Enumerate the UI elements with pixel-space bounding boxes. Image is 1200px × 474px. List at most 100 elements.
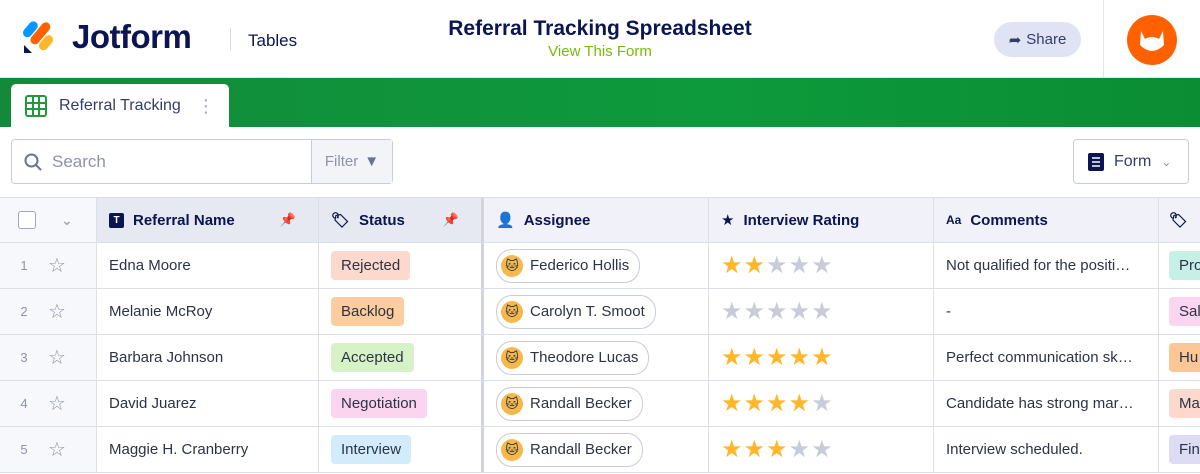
status-cell[interactable]: Negotiation [319,381,484,426]
rating-star-icon[interactable]: ★ [811,298,833,325]
column-header-department[interactable]: 🏷 [1159,198,1200,242]
row-number: 2 [20,304,28,319]
row-number: 4 [20,396,28,411]
rating-star-icon[interactable]: ★ [743,436,766,463]
interview-rating-cell[interactable]: ★ ★ ★ ★ ★ [709,381,934,426]
rating-star-icon[interactable]: ★ [721,298,743,325]
assignee-cell[interactable]: 🐱 Federico Hollis [484,243,709,288]
search-bar: Search Filter ▼ [11,139,393,184]
row-select-cell[interactable]: 3 ☆ [0,335,97,380]
interview-rating-cell[interactable]: ★ ★ ★ ★ ★ [709,289,934,334]
rating-star-icon[interactable]: ★ [743,390,766,417]
chevron-down-icon[interactable]: ⌄ [61,211,73,228]
rating-star-icon[interactable]: ★ [721,390,743,417]
column-header-referral-name[interactable]: T Referral Name 📌 [97,198,319,242]
department-cell[interactable]: Ma [1159,381,1200,426]
product-name[interactable]: Tables [248,31,298,50]
column-label: Status [359,211,405,229]
comments-cell[interactable]: - [934,289,1159,334]
department-cell[interactable]: Pro [1159,243,1200,288]
chevron-down-icon: ⌄ [1161,154,1172,169]
rating-star-icon[interactable]: ★ [766,436,788,463]
column-header-assignee[interactable]: 👤 Assignee [484,198,709,242]
referral-name-cell[interactable]: Melanie McRoy [97,289,319,334]
table-row[interactable]: 3 ☆ Barbara Johnson Accepted 🐱 Theodore Lu… [0,335,1200,381]
rating-star-icon[interactable]: ★ [811,436,833,463]
status-cell[interactable]: Rejected [319,243,484,288]
favorite-star-icon[interactable]: ☆ [48,301,66,323]
column-label: Interview Rating [743,211,860,229]
select-all-checkbox[interactable] [18,211,36,229]
pin-icon[interactable]: 📌 [279,212,296,227]
brand-name[interactable]: Jotform [72,18,192,55]
column-header-interview-rating[interactable]: ★ Interview Rating [709,198,934,242]
assignee-cell[interactable]: 🐱 Carolyn T. Smoot [484,289,709,334]
row-select-cell[interactable]: 5 ☆ [0,427,97,472]
rating-star-icon[interactable]: ★ [743,298,766,325]
referral-name-cell[interactable]: David Juarez [97,381,319,426]
rating-star-icon[interactable]: ★ [766,252,788,279]
pin-icon[interactable]: 📌 [442,212,459,227]
row-number: 3 [20,350,28,365]
department-cell[interactable]: Hu [1159,335,1200,380]
comments-cell[interactable]: Interview scheduled. [934,427,1159,472]
status-cell[interactable]: Accepted [319,335,484,380]
referral-name-cell[interactable]: Barbara Johnson [97,335,319,380]
table-row[interactable]: 2 ☆ Melanie McRoy Backlog 🐱 Carolyn T. Smo… [0,289,1200,335]
comments-cell[interactable]: Perfect communication sk… [934,335,1159,380]
rating-star-icon[interactable]: ★ [766,344,788,371]
status-cell[interactable]: Interview [319,427,484,472]
rating-star-icon[interactable]: ★ [788,344,811,371]
rating-star-icon[interactable]: ★ [743,252,766,279]
table-row[interactable]: 4 ☆ David Juarez Negotiation 🐱 Randall Bec… [0,381,1200,427]
column-header-status[interactable]: 🏷 Status 📌 [319,198,484,242]
rating-star-icon[interactable]: ★ [788,390,811,417]
rating-star-icon[interactable]: ★ [788,298,811,325]
rating-star-icon[interactable]: ★ [788,252,811,279]
view-form-link[interactable]: View This Form [548,43,652,60]
avatar[interactable] [1127,15,1177,65]
rating-star-icon[interactable]: ★ [766,390,788,417]
share-button[interactable]: ➦ Share [994,22,1081,57]
department-cell[interactable]: Sal [1159,289,1200,334]
rating-star-icon[interactable]: ★ [788,436,811,463]
assignee-chip: 🐱 Carolyn T. Smoot [496,294,656,329]
rating-star-icon[interactable]: ★ [811,344,833,371]
table-grid-icon [25,94,47,117]
rating-star-icon[interactable]: ★ [743,344,766,371]
interview-rating-cell[interactable]: ★ ★ ★ ★ ★ [709,427,934,472]
column-header-comments[interactable]: Aa Comments [934,198,1159,242]
form-view-button[interactable]: Form ⌄ [1073,139,1189,184]
filter-icon: ▼ [364,153,380,170]
row-select-cell[interactable]: 4 ☆ [0,381,97,426]
more-options-icon[interactable]: ⋮ [196,95,215,116]
row-select-cell[interactable]: 2 ☆ [0,289,97,334]
table-row[interactable]: 5 ☆ Maggie H. Cranberry Interview 🐱 Randal… [0,427,1200,473]
table-row[interactable]: 1 ☆ Edna Moore Rejected 🐱 Federico Hollis … [0,243,1200,289]
favorite-star-icon[interactable]: ☆ [48,393,66,415]
department-cell[interactable]: Fin [1159,427,1200,472]
search-input[interactable]: Search [12,140,311,183]
assignee-cell[interactable]: 🐱 Randall Becker [484,427,709,472]
favorite-star-icon[interactable]: ☆ [48,347,66,369]
rating-star-icon[interactable]: ★ [721,252,743,279]
rating-star-icon[interactable]: ★ [811,390,833,417]
referral-name-cell[interactable]: Maggie H. Cranberry [97,427,319,472]
rating-star-icon[interactable]: ★ [721,436,743,463]
assignee-cell[interactable]: 🐱 Theodore Lucas [484,335,709,380]
rating-star-icon[interactable]: ★ [811,252,833,279]
interview-rating-cell[interactable]: ★ ★ ★ ★ ★ [709,335,934,380]
row-select-cell[interactable]: 1 ☆ [0,243,97,288]
favorite-star-icon[interactable]: ☆ [48,255,66,277]
rating-star-icon[interactable]: ★ [721,344,743,371]
interview-rating-cell[interactable]: ★ ★ ★ ★ ★ [709,243,934,288]
assignee-cell[interactable]: 🐱 Randall Becker [484,381,709,426]
comments-cell[interactable]: Not qualified for the positi… [934,243,1159,288]
filter-button[interactable]: Filter ▼ [311,140,392,183]
tab-referral-tracking[interactable]: Referral Tracking ⋮ [11,84,229,127]
comments-cell[interactable]: Candidate has strong mar… [934,381,1159,426]
favorite-star-icon[interactable]: ☆ [48,439,66,461]
referral-name-cell[interactable]: Edna Moore [97,243,319,288]
rating-star-icon[interactable]: ★ [766,298,788,325]
status-cell[interactable]: Backlog [319,289,484,334]
